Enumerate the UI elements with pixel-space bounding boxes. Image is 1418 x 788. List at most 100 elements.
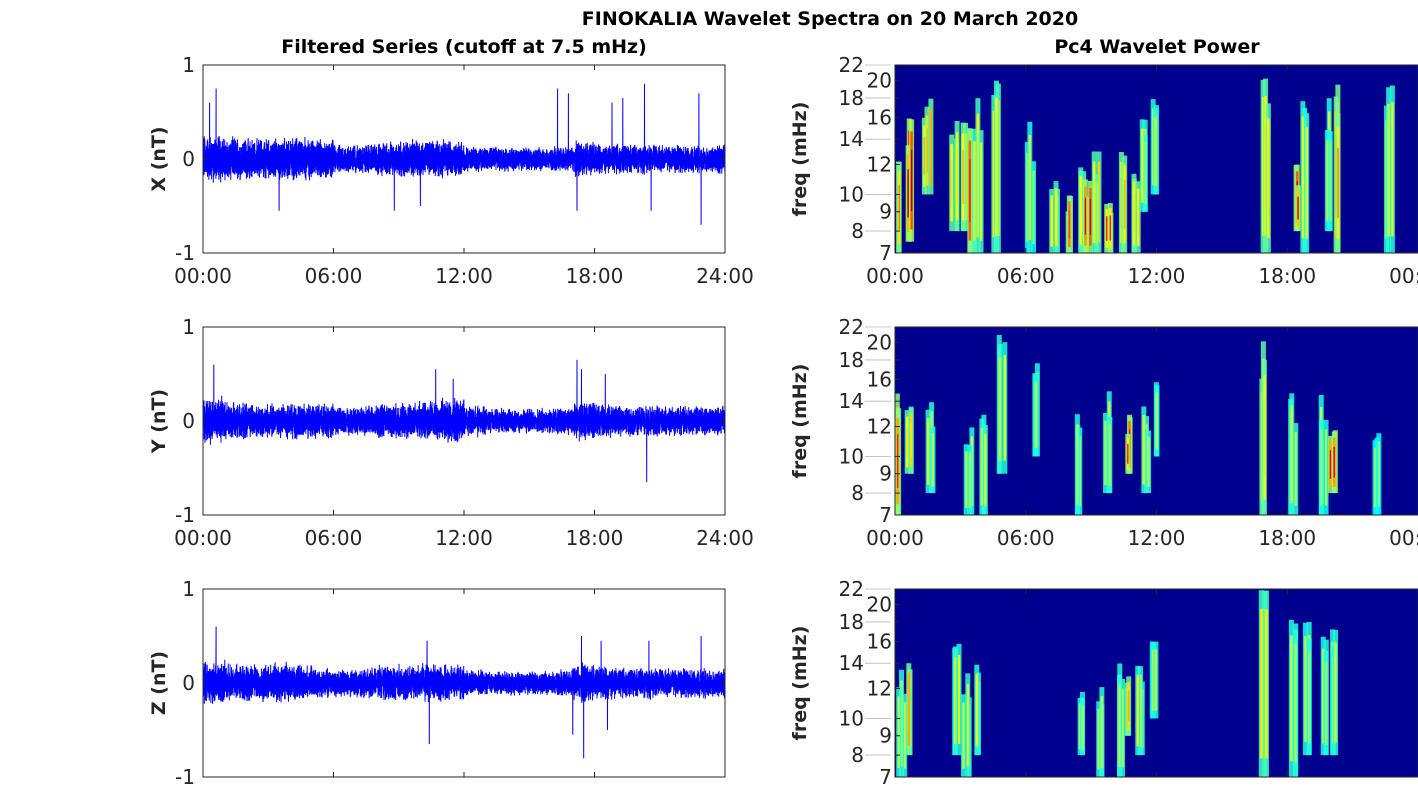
wavelet-power-cell [1137, 199, 1139, 236]
y-tick-label: 12 [867, 153, 892, 177]
wavelet-power-cell [1108, 424, 1112, 486]
wavelet-power-cell [1301, 116, 1305, 238]
wavelet-panel-y: 00:0006:0012:0018:0000:00789101214161820… [789, 315, 1418, 550]
x-tick-label: 06:00 [305, 526, 363, 550]
wavelet-power-cell [1050, 195, 1053, 247]
series-line-y [203, 359, 725, 483]
wavelet-power-cell [1267, 140, 1270, 216]
wavelet-power-cell [1373, 447, 1377, 508]
y-tick-label: 1 [182, 315, 195, 339]
wavelet-power-cell [984, 434, 987, 507]
wavelet-power-cell [1003, 355, 1007, 461]
y-tick-label: 9 [879, 200, 892, 224]
wavelet-power-cell [906, 426, 908, 458]
y-tick-label: 16 [867, 105, 892, 129]
wavelet-power-cell [1100, 696, 1104, 769]
x-tick-label: 18:00 [566, 264, 624, 288]
x-tick-label: 24:00 [696, 264, 754, 288]
wavelet-power-cell [910, 423, 912, 457]
wavelet-power-cell [1290, 405, 1294, 503]
wavelet-power-cell [931, 433, 935, 487]
x-tick-label: 12:00 [1128, 264, 1186, 288]
y-tick-label: 18 [839, 348, 864, 372]
wavelet-power-cell [1294, 432, 1297, 506]
wavelet-power-cell [1326, 140, 1329, 221]
wavelet-power-cell [957, 654, 961, 744]
wavelet-power-cell [1076, 424, 1079, 505]
y-axis-label: freq (mHz) [789, 626, 811, 741]
wavelet-power-cell [980, 428, 984, 506]
wavelet-power-cell [1297, 196, 1299, 220]
wavelet-power-cell [969, 159, 971, 222]
y-tick-label: 16 [867, 629, 892, 653]
wavelet-power-cell [1324, 662, 1328, 745]
wavelet-power-cell [908, 686, 910, 733]
wavelet-power-cell [995, 97, 998, 236]
heatmap-cells [895, 78, 1395, 253]
wavelet-power-cell [973, 141, 976, 241]
wavelet-power-cell [910, 149, 913, 212]
wavelet-power-cell [965, 451, 968, 508]
wavelet-power-cell [903, 702, 906, 769]
y-tick-label: 1 [182, 53, 195, 77]
wavelet-power-cell [1081, 705, 1084, 750]
x-tick-label: 18:00 [566, 526, 624, 550]
heatmap-cells [895, 334, 1382, 515]
wavelet-power-cell [1322, 648, 1325, 744]
y-tick-label: 9 [879, 462, 892, 486]
y-tick-label: 8 [851, 743, 864, 767]
wavelet-power-cell [1263, 398, 1266, 477]
wavelet-power-cell [1304, 635, 1307, 742]
y-tick-label: 20 [867, 593, 892, 617]
left-column-title: Filtered Series (cutoff at 7.5 mHz) [281, 36, 647, 58]
series-line-z [203, 626, 725, 759]
wavelet-power-cell [975, 673, 978, 747]
x-tick-label: 06:00 [997, 264, 1055, 288]
wavelet-power-cell [1028, 134, 1032, 240]
y-tick-label: 7 [879, 765, 892, 788]
wavelet-power-cell [1127, 443, 1129, 464]
y-tick-label: 0 [182, 671, 195, 695]
y-tick-label: 18 [839, 86, 864, 110]
series-panel-x: 00:00 06:00 12:00 18:00 24:00 -1 0 1 X (nT) [148, 53, 754, 288]
series-panel-z: -1 0 1 Z (nT) [148, 577, 726, 788]
wavelet-power-cell [1377, 441, 1381, 507]
wavelet-power-cell [1265, 609, 1268, 759]
y-tick-label: 9 [879, 724, 892, 748]
wavelet-power-cell [926, 418, 930, 485]
wavelet-power-cell [1334, 642, 1337, 743]
x-tick-label: 00:00 [1389, 264, 1418, 288]
y-axis-label: freq (mHz) [789, 364, 811, 479]
wavelet-power-cell [930, 122, 932, 171]
wavelet-power-cell [1104, 420, 1107, 486]
x-tick-label: 06:00 [305, 264, 363, 288]
x-tick-label: 12:00 [435, 264, 493, 288]
wavelet-power-cell [1105, 216, 1108, 241]
wavelet-power-cell [1305, 127, 1308, 240]
y-tick-label: 16 [867, 367, 892, 391]
wavelet-power-cell [1307, 650, 1311, 744]
x-tick-label: 06:00 [997, 526, 1055, 550]
wavelet-power-cell [1264, 122, 1267, 210]
y-tick-label: 0 [182, 147, 195, 171]
y-tick-label: 7 [879, 503, 892, 527]
y-tick-label: 10 [839, 706, 864, 730]
wavelet-power-cell [1121, 688, 1124, 768]
wavelet-power-cell [1127, 691, 1130, 721]
wavelet-power-cell [1141, 128, 1144, 203]
wavelet-power-cell [1290, 635, 1293, 762]
y-axis-label: freq (mHz) [789, 102, 811, 217]
wavelet-power-cell [900, 680, 903, 767]
wavelet-power-cell [1387, 103, 1390, 237]
y-tick-label: 14 [839, 651, 864, 675]
wavelet-power-cell [1329, 450, 1332, 479]
x-tick-label: 00:00 [866, 526, 924, 550]
wavelet-power-cell [926, 128, 928, 173]
wavelet-power-cell [1154, 117, 1157, 186]
wavelet-power-cell [1143, 142, 1147, 205]
y-tick-label: 1 [182, 577, 195, 601]
wavelet-power-cell [1124, 179, 1126, 229]
x-tick-label: 12:00 [1128, 526, 1186, 550]
